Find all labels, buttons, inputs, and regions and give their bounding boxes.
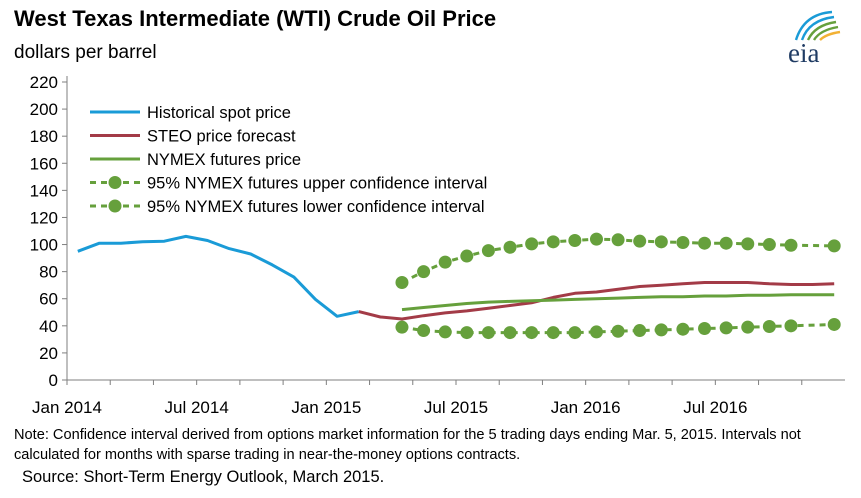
series-2 <box>401 293 835 312</box>
series-marker <box>417 324 431 338</box>
series-4 <box>395 317 841 340</box>
series-marker <box>741 320 755 334</box>
series-marker <box>589 232 603 246</box>
series-marker <box>654 235 668 249</box>
series-marker <box>525 326 539 340</box>
legend-label: Historical spot price <box>147 104 291 122</box>
series-marker <box>460 326 474 340</box>
x-tick-label: Jul 2015 <box>424 398 488 417</box>
series-0 <box>77 234 360 318</box>
series-marker <box>676 236 690 250</box>
y-tick-label: 180 <box>30 127 58 146</box>
series-marker <box>460 249 474 263</box>
chart-note: Note: Confidence interval derived from o… <box>14 427 801 463</box>
chart-title: West Texas Intermediate (WTI) Crude Oil … <box>14 6 497 31</box>
series-marker <box>438 325 452 339</box>
legend-item: NYMEX futures price <box>90 151 301 169</box>
legend-item: 95% NYMEX futures upper confidence inter… <box>90 175 487 193</box>
series-marker <box>784 319 798 333</box>
legend-marker <box>108 176 122 189</box>
series-marker <box>719 236 733 250</box>
chart-source: Source: Short-Term Energy Outlook, March… <box>22 468 385 486</box>
series-marker <box>611 324 625 338</box>
series-marker <box>654 323 668 337</box>
x-tick-label: Jul 2014 <box>165 398 229 417</box>
y-tick-label: 0 <box>49 371 58 390</box>
series-marker <box>503 240 517 254</box>
series-marker <box>417 265 431 279</box>
series-marker <box>762 319 776 333</box>
x-tick-label: Jan 2016 <box>551 398 621 417</box>
legend-label: 95% NYMEX futures lower confidence inter… <box>147 198 485 216</box>
y-tick-label: 160 <box>30 154 58 173</box>
series-marker <box>503 326 517 340</box>
y-tick-label: 80 <box>39 263 58 282</box>
series-marker <box>784 238 798 252</box>
series-marker <box>762 238 776 252</box>
legend-item: STEO price forecast <box>90 128 296 146</box>
x-tick-label: Jan 2014 <box>32 398 102 417</box>
series-marker <box>395 275 409 289</box>
series-marker <box>395 320 409 334</box>
series-line <box>401 293 835 312</box>
series-marker <box>568 233 582 247</box>
series-marker <box>481 326 495 340</box>
chart-axes: 0 20 40 60 80 100 120 140 160 180 200 220 Jan 2014 Ju… <box>30 73 845 417</box>
series-line <box>358 281 835 321</box>
legend-marker <box>108 199 122 213</box>
series-3 <box>395 232 841 289</box>
series-marker <box>827 317 841 331</box>
series-marker <box>676 322 690 336</box>
y-tick-label: 60 <box>39 290 58 309</box>
legend-label: 95% NYMEX futures upper confidence inter… <box>147 175 487 193</box>
y-tick-label: 40 <box>39 317 58 336</box>
y-tick-label: 220 <box>30 73 58 92</box>
series-marker <box>633 234 647 248</box>
logo-wordmark: eia <box>788 38 819 66</box>
series-marker <box>827 239 841 253</box>
sun-rays-icon <box>794 10 841 41</box>
legend-item: Historical spot price <box>90 104 291 122</box>
series-marker <box>438 255 452 269</box>
y-tick-label: 20 <box>39 344 58 363</box>
chart-legend: Historical spot price STEO price forecast… <box>90 104 487 216</box>
series-marker <box>546 326 560 340</box>
chart-subtitle: dollars per barrel <box>14 42 157 63</box>
oil-price-chart: 0 20 40 60 80 100 120 140 160 180 200 220 Jan 2014 Ju… <box>30 73 845 417</box>
y-tick-label: 200 <box>30 100 58 119</box>
series-marker <box>546 235 560 249</box>
y-tick-label: 140 <box>30 181 58 200</box>
x-tick-label: Jan 2015 <box>291 398 361 417</box>
series-marker <box>741 237 755 251</box>
legend-label: NYMEX futures price <box>147 151 301 169</box>
series-1 <box>358 281 835 321</box>
chart-plot-area <box>77 232 841 340</box>
series-line <box>401 237 835 284</box>
legend-label: STEO price forecast <box>147 128 296 146</box>
series-line <box>77 234 360 318</box>
y-tick-label: 100 <box>30 236 58 255</box>
series-marker <box>698 322 712 336</box>
eia-logo: eia <box>788 10 841 66</box>
series-marker <box>481 244 495 258</box>
x-tick-label: Jul 2016 <box>683 398 747 417</box>
series-marker <box>525 237 539 251</box>
series-marker <box>568 326 582 340</box>
series-marker <box>589 325 603 339</box>
series-marker <box>719 321 733 335</box>
legend-item: 95% NYMEX futures lower confidence inter… <box>90 198 485 216</box>
y-tick-label: 120 <box>30 208 58 227</box>
series-marker <box>633 324 647 338</box>
series-marker <box>698 236 712 250</box>
series-marker <box>611 233 625 247</box>
